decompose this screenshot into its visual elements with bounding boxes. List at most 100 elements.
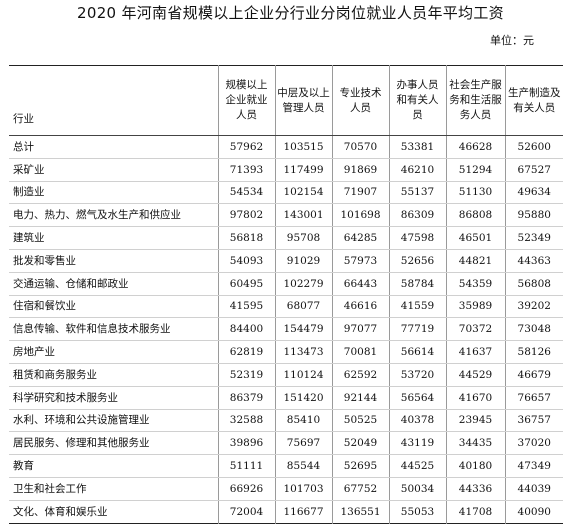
professionals-cell: 101698: [331, 203, 390, 228]
table-row: 批发和零售业 54093 91029 57973 52656 44821 44363: [9, 249, 563, 273]
table-row: 居民服务、修理和其他服务业 39896 75697 52049 43119 34435 37…: [9, 431, 563, 456]
clerical-staff-cell: 46210: [388, 158, 447, 182]
professionals-cell: 64285: [331, 226, 390, 250]
production-staff-cell: 40090: [504, 500, 563, 524]
managers-cell: 103515: [274, 135, 333, 159]
managers-cell: 85544: [274, 454, 333, 478]
managers-cell: 101703: [274, 477, 333, 501]
all-employees-cell: 97802: [217, 203, 276, 228]
service-staff-cell: 44336: [445, 477, 506, 501]
professionals-cell: 62592: [331, 363, 390, 387]
clerical-staff-cell: 53720: [388, 363, 447, 387]
industry-cell: 采矿业: [9, 158, 219, 182]
industry-cell: 信息传输、软件和信息技术服务业: [9, 317, 219, 342]
production-staff-cell: 56808: [504, 272, 563, 296]
service-staff-cell: 41708: [445, 500, 506, 524]
managers-cell: 117499: [274, 158, 333, 182]
all-employees-cell: 72004: [217, 500, 276, 524]
managers-cell: 113473: [274, 340, 333, 364]
production-staff-cell: 46679: [504, 363, 563, 387]
professionals-cell: 71907: [331, 181, 390, 205]
industry-cell: 批发和零售业: [9, 249, 219, 273]
table-row: 租赁和商务服务业 52319 110124 62592 53720 44529 46679: [9, 363, 563, 387]
managers-cell: 91029: [274, 249, 333, 273]
service-staff-cell: 46501: [445, 226, 506, 250]
all-employees-cell: 54534: [217, 181, 276, 205]
production-staff-cell: 36757: [504, 409, 563, 433]
table-row: 卫生和社会工作 66926 101703 67752 50034 44336 44039: [9, 477, 563, 501]
header-professionals: 专业技术 人员: [331, 65, 390, 136]
clerical-staff-cell: 52656: [388, 249, 447, 273]
industry-cell: 卫生和社会工作: [9, 477, 219, 501]
industry-cell: 住宿和餐饮业: [9, 295, 219, 319]
managers-cell: 95708: [274, 226, 333, 250]
production-staff-cell: 44363: [504, 249, 563, 273]
service-staff-cell: 51294: [445, 158, 506, 182]
all-employees-cell: 86379: [217, 386, 276, 410]
all-employees-cell: 52319: [217, 363, 276, 387]
production-staff-cell: 37020: [504, 431, 563, 456]
professionals-cell: 136551: [331, 500, 390, 524]
clerical-staff-cell: 86309: [388, 203, 447, 228]
professionals-cell: 57973: [331, 249, 390, 273]
service-staff-cell: 70372: [445, 317, 506, 342]
clerical-staff-cell: 55053: [388, 500, 447, 524]
production-staff-cell: 58126: [504, 340, 563, 364]
managers-cell: 154479: [274, 317, 333, 342]
managers-cell: 85410: [274, 409, 333, 433]
service-staff-cell: 51130: [445, 181, 506, 205]
table-body: 总计 57962 103515 70570 53381 46628 52600 采矿业 7139…: [9, 135, 563, 524]
industry-cell: 制造业: [9, 181, 219, 205]
all-employees-cell: 56818: [217, 226, 276, 250]
table-row: 教育 51111 85544 52695 44525 40180 47349: [9, 454, 563, 478]
service-staff-cell: 41670: [445, 386, 506, 410]
all-employees-cell: 66926: [217, 477, 276, 501]
managers-cell: 110124: [274, 363, 333, 387]
service-staff-cell: 46628: [445, 135, 506, 159]
professionals-cell: 66443: [331, 272, 390, 296]
all-employees-cell: 60495: [217, 272, 276, 296]
professionals-cell: 52049: [331, 431, 390, 456]
clerical-staff-cell: 40378: [388, 409, 447, 433]
table-row: 科学研究和技术服务业 86379 151420 92144 56564 41670 7665…: [9, 386, 563, 410]
service-staff-cell: 23945: [445, 409, 506, 433]
clerical-staff-cell: 58784: [388, 272, 447, 296]
table-row: 水利、环境和公共设施管理业 32588 85410 50525 40378 23945 36…: [9, 409, 563, 433]
managers-cell: 102154: [274, 181, 333, 205]
production-staff-cell: 73048: [504, 317, 563, 342]
all-employees-cell: 41595: [217, 295, 276, 319]
header-production-staff: 生产制造及 有关人员: [504, 65, 563, 136]
service-staff-cell: 44821: [445, 249, 506, 273]
service-staff-cell: 41637: [445, 340, 506, 364]
clerical-staff-cell: 55137: [388, 181, 447, 205]
managers-cell: 102279: [274, 272, 333, 296]
service-staff-cell: 86808: [445, 203, 506, 228]
professionals-cell: 46616: [331, 295, 390, 319]
service-staff-cell: 40180: [445, 454, 506, 478]
industry-cell: 总计: [9, 135, 219, 159]
industry-cell: 水利、环境和公共设施管理业: [9, 409, 219, 433]
industry-cell: 电力、热力、燃气及水生产和供应业: [9, 203, 219, 228]
header-all-employees: 规模以上 企业就业 人员: [217, 65, 276, 136]
professionals-cell: 97077: [331, 317, 390, 342]
all-employees-cell: 62819: [217, 340, 276, 364]
clerical-staff-cell: 47598: [388, 226, 447, 250]
managers-cell: 116677: [274, 500, 333, 524]
industry-cell: 科学研究和技术服务业: [9, 386, 219, 410]
professionals-cell: 70081: [331, 340, 390, 364]
header-managers: 中层及以上 管理人员: [274, 65, 333, 136]
production-staff-cell: 47349: [504, 454, 563, 478]
table-row: 文化、体育和娱乐业 72004 116677 136551 55053 41708 4009…: [9, 500, 563, 524]
all-employees-cell: 32588: [217, 409, 276, 433]
table-header-row: 行业 规模以上 企业就业 人员 中层及以上 管理人员 专业技术 人员 办事人员 …: [9, 65, 563, 136]
professionals-cell: 70570: [331, 135, 390, 159]
industry-cell: 居民服务、修理和其他服务业: [9, 431, 219, 456]
clerical-staff-cell: 56564: [388, 386, 447, 410]
industry-cell: 房地产业: [9, 340, 219, 364]
clerical-staff-cell: 43119: [388, 431, 447, 456]
production-staff-cell: 39202: [504, 295, 563, 319]
header-service-staff: 社会生产服 务和生活服 务人员: [445, 65, 506, 136]
professionals-cell: 50525: [331, 409, 390, 433]
all-employees-cell: 54093: [217, 249, 276, 273]
production-staff-cell: 44039: [504, 477, 563, 501]
